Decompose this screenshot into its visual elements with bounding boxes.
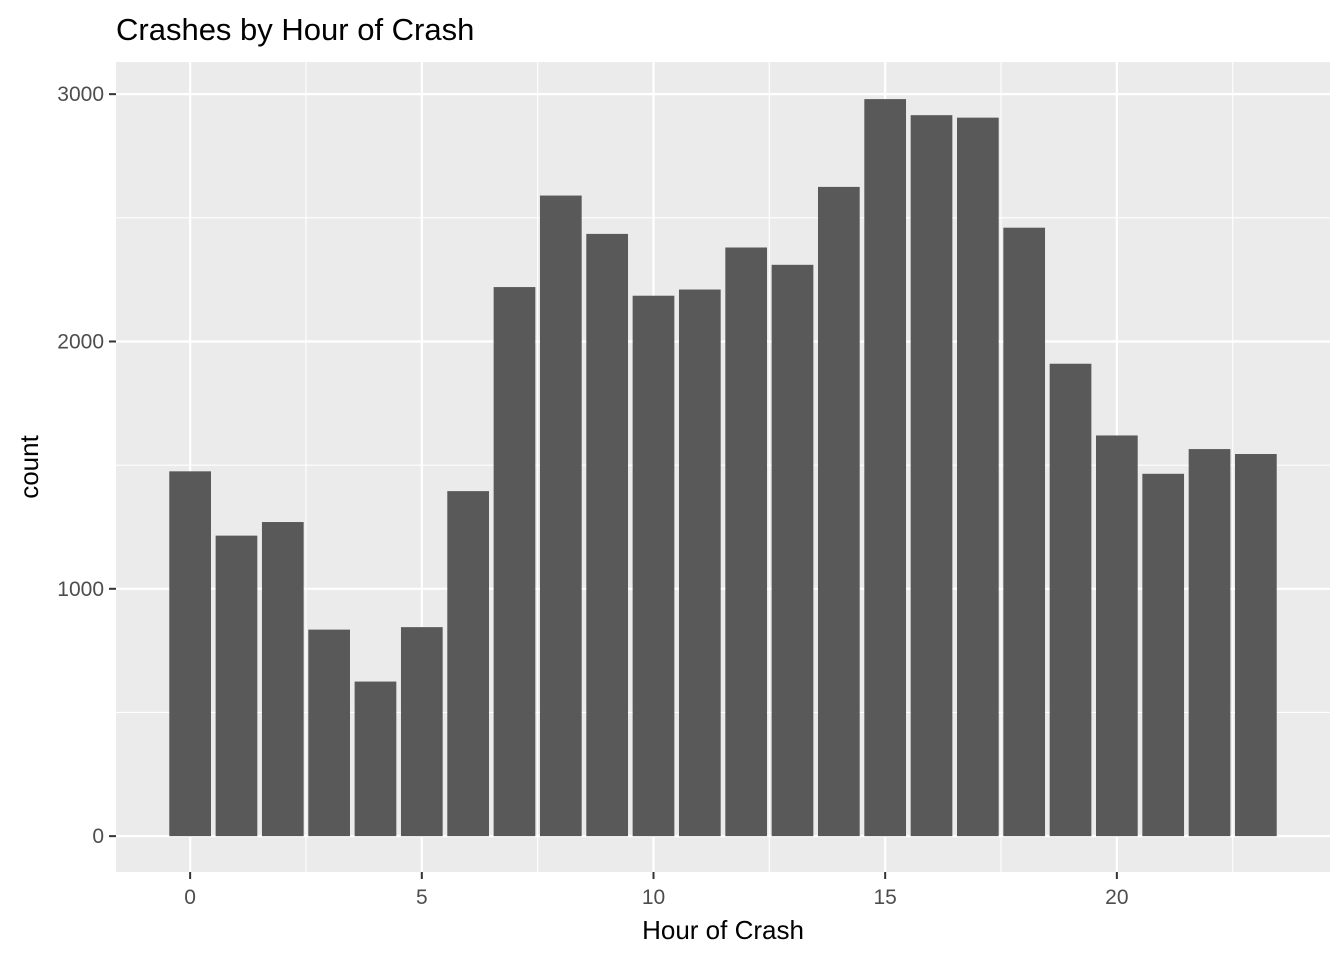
chart-title: Crashes by Hour of Crash	[116, 12, 474, 47]
bar-hour-9	[586, 233, 629, 837]
bar-hour-15	[864, 99, 907, 837]
bar-hour-1	[215, 535, 258, 837]
bar-hour-14	[817, 186, 860, 837]
bar-hour-23	[1235, 454, 1277, 837]
bar-hour-12	[725, 247, 768, 837]
x-axis: 0 5 10 15 20	[184, 872, 1129, 909]
y-axis: 0 1000 2000 3000	[57, 83, 116, 848]
x-tick-label: 15	[873, 886, 896, 909]
x-tick-label: 0	[184, 886, 196, 909]
x-tick-label: 10	[642, 886, 665, 909]
bar-hour-16	[910, 115, 953, 837]
bar-hour-6	[447, 491, 490, 837]
bars	[169, 99, 1277, 837]
y-tick-label: 0	[92, 825, 104, 848]
y-axis-title: count	[14, 434, 44, 498]
bar-hour-10	[632, 295, 675, 837]
bar-hour-7	[493, 287, 536, 837]
bar-hour-3	[308, 629, 350, 837]
bar-hour-22	[1188, 449, 1231, 837]
x-tick-label: 20	[1105, 886, 1128, 909]
bar-hour-4	[354, 681, 397, 837]
bar-hour-8	[539, 195, 582, 837]
y-tick-label: 3000	[57, 83, 104, 106]
bar-hour-21	[1142, 473, 1185, 837]
x-tick-label: 5	[416, 886, 428, 909]
bar-hour-19	[1049, 363, 1092, 837]
x-axis-title: Hour of Crash	[642, 915, 804, 945]
y-tick-label: 2000	[57, 330, 104, 353]
bar-hour-18	[1003, 227, 1046, 837]
bar-hour-5	[400, 627, 443, 837]
bar-hour-17	[956, 117, 999, 837]
bar-hour-13	[771, 264, 814, 837]
bar-hour-11	[678, 289, 721, 837]
y-tick-label: 1000	[57, 578, 104, 601]
bar-hour-20	[1096, 435, 1138, 837]
bar-hour-2	[261, 522, 304, 837]
bar-hour-0	[169, 471, 211, 837]
